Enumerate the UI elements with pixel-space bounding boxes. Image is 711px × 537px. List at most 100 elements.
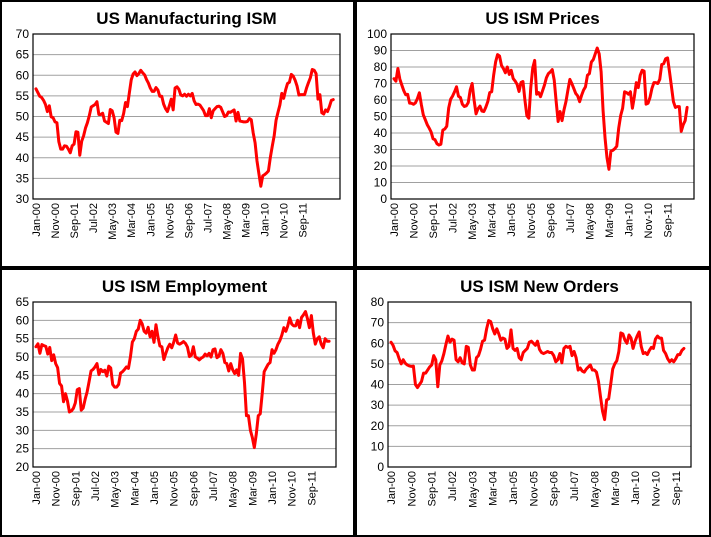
y-tick-label: 50: [371, 357, 385, 371]
y-tick-label: 50: [16, 110, 30, 124]
chart-title: US ISM Prices: [485, 9, 599, 28]
chart-panel-employment: US ISM Employment 20 25 30 35 40 45 50 55 60 65 Jan…: [0, 268, 355, 537]
x-tick-label: Jan-05: [149, 471, 161, 505]
plot-area: [387, 301, 692, 468]
y-tick-label: 40: [16, 151, 30, 165]
y-tick-label: 30: [16, 423, 30, 437]
x-tick-label: Mar-04: [129, 471, 141, 506]
y-tick-label: 65: [16, 295, 30, 309]
y-tick-label: 45: [16, 368, 30, 382]
x-tick-label: Jul-02: [448, 203, 460, 233]
y-tick-label: 55: [16, 89, 30, 103]
x-tick-label: Sep-11: [306, 471, 318, 506]
y-tick-label: 20: [374, 159, 388, 173]
y-tick-label: 20: [16, 460, 30, 474]
x-tick-label: Jan-05: [145, 203, 157, 237]
chart-panel-new-orders: US ISM New Orders 0 10 20 30 40 50 60 70 80 Jan-00…: [355, 268, 711, 537]
x-tick-label: Jan-00: [31, 471, 43, 505]
y-tick-label: 50: [16, 350, 30, 364]
x-tick-label: Jan-10: [623, 203, 635, 237]
x-tick-label: Nov-05: [528, 471, 540, 506]
y-tick-label: 45: [16, 130, 30, 144]
x-tick-label: Nov-05: [169, 471, 181, 506]
x-tick-label: Nov-05: [164, 203, 176, 238]
x-tick-label: May-08: [228, 471, 240, 508]
x-tick-label: Mar-04: [126, 203, 138, 238]
y-tick-label: 90: [374, 44, 388, 58]
series-line-manufacturing: [34, 67, 335, 188]
y-tick-label: 30: [374, 143, 388, 157]
x-tick-label: Jan-10: [630, 471, 642, 505]
x-tick-label: Jan-00: [389, 203, 401, 237]
x-tick-label: May-03: [467, 203, 479, 240]
y-tick-label: 80: [374, 60, 388, 74]
y-tick-label: 70: [371, 316, 385, 330]
x-tick-label: May-08: [589, 471, 601, 508]
y-tick-label: 35: [16, 171, 30, 185]
y-tick-label: 60: [371, 336, 385, 350]
x-tick-label: Nov-10: [287, 471, 299, 506]
series-line-prices: [392, 46, 689, 171]
x-tick-label: Sep-01: [70, 471, 82, 506]
y-tick-label: 35: [16, 405, 30, 419]
chart-title: US Manufacturing ISM: [96, 9, 276, 28]
x-tick-label: Nov-10: [643, 203, 655, 238]
x-tick-label: Sep-01: [69, 203, 81, 238]
x-tick-label: May-03: [107, 203, 119, 240]
chart-panel-prices: US ISM Prices 0 10 20 30 40 50 60 70 80 90 100 Jan-0…: [355, 0, 711, 268]
x-tick-label: Jul-02: [88, 203, 100, 233]
x-tick-label: Nov-00: [406, 471, 418, 506]
x-tick-label: Nov-00: [409, 203, 421, 238]
x-tick-label: Mar-04: [488, 471, 500, 506]
y-tick-label: 0: [377, 460, 384, 474]
y-tick-label: 10: [371, 439, 385, 453]
y-tick-label: 60: [16, 68, 30, 82]
y-tick-label: 30: [16, 192, 30, 206]
x-tick-label: Jan-05: [508, 471, 520, 505]
chart-ism-employment: US ISM Employment 20 25 30 35 40 45 50 55 60 65 Jan…: [16, 277, 337, 508]
x-tick-label: Sep-11: [663, 203, 675, 238]
y-tick-label: 20: [371, 419, 385, 433]
chart-title: US ISM Employment: [102, 277, 268, 296]
y-tick-label: 65: [16, 48, 30, 62]
x-tick-label: Jul-07: [202, 203, 214, 233]
series-line-new_orders: [389, 319, 686, 422]
x-tick-label: Mar-09: [241, 203, 253, 238]
x-tick-label: Jan-00: [386, 471, 398, 505]
y-tick-label: 80: [371, 295, 385, 309]
y-tick-label: 50: [374, 110, 388, 124]
x-tick-label: Sep-06: [188, 471, 200, 506]
x-tick-label: Jul-07: [565, 203, 577, 233]
y-tick-label: 10: [374, 176, 388, 190]
plot-area: [32, 33, 341, 200]
x-tick-label: Sep-01: [428, 203, 440, 238]
x-tick-label: Nov-10: [279, 203, 291, 238]
x-tick-label: Jan-05: [506, 203, 518, 237]
x-tick-label: May-08: [584, 203, 596, 240]
x-tick-label: Jul-02: [90, 471, 102, 501]
y-tick-label: 40: [371, 378, 385, 392]
y-tick-label: 60: [16, 313, 30, 327]
x-tick-label: Nov-00: [50, 203, 62, 238]
y-tick-label: 0: [380, 192, 387, 206]
chart-panel-manufacturing: US Manufacturing ISM 30 35 40 45 50 55 60 65 70 Ja…: [0, 0, 355, 268]
y-tick-label: 60: [374, 93, 388, 107]
chart-ism-new-orders: US ISM New Orders 0 10 20 30 40 50 60 70 80 Jan-00…: [371, 277, 692, 508]
x-tick-label: May-03: [467, 471, 479, 508]
plot-area: [390, 33, 695, 200]
x-tick-label: Sep-06: [549, 471, 561, 506]
chart-manufacturing-ism: US Manufacturing ISM 30 35 40 45 50 55 60 65 70 Ja…: [16, 9, 341, 240]
x-tick-label: Nov-00: [51, 471, 63, 506]
x-tick-label: Jan-10: [260, 203, 272, 237]
x-tick-label: Sep-01: [427, 471, 439, 506]
x-tick-label: Sep-06: [545, 203, 557, 238]
plot-area: [32, 301, 337, 468]
chart-ism-prices: US ISM Prices 0 10 20 30 40 50 60 70 80 90 100 Jan-0…: [367, 9, 695, 240]
x-tick-label: Jan-10: [267, 471, 279, 505]
x-tick-label: Jul-02: [447, 471, 459, 501]
x-tick-label: Jul-07: [569, 471, 581, 501]
x-tick-label: May-08: [222, 203, 234, 240]
x-tick-label: Jul-07: [208, 471, 220, 501]
y-tick-label: 25: [16, 442, 30, 456]
y-tick-label: 70: [374, 77, 388, 91]
